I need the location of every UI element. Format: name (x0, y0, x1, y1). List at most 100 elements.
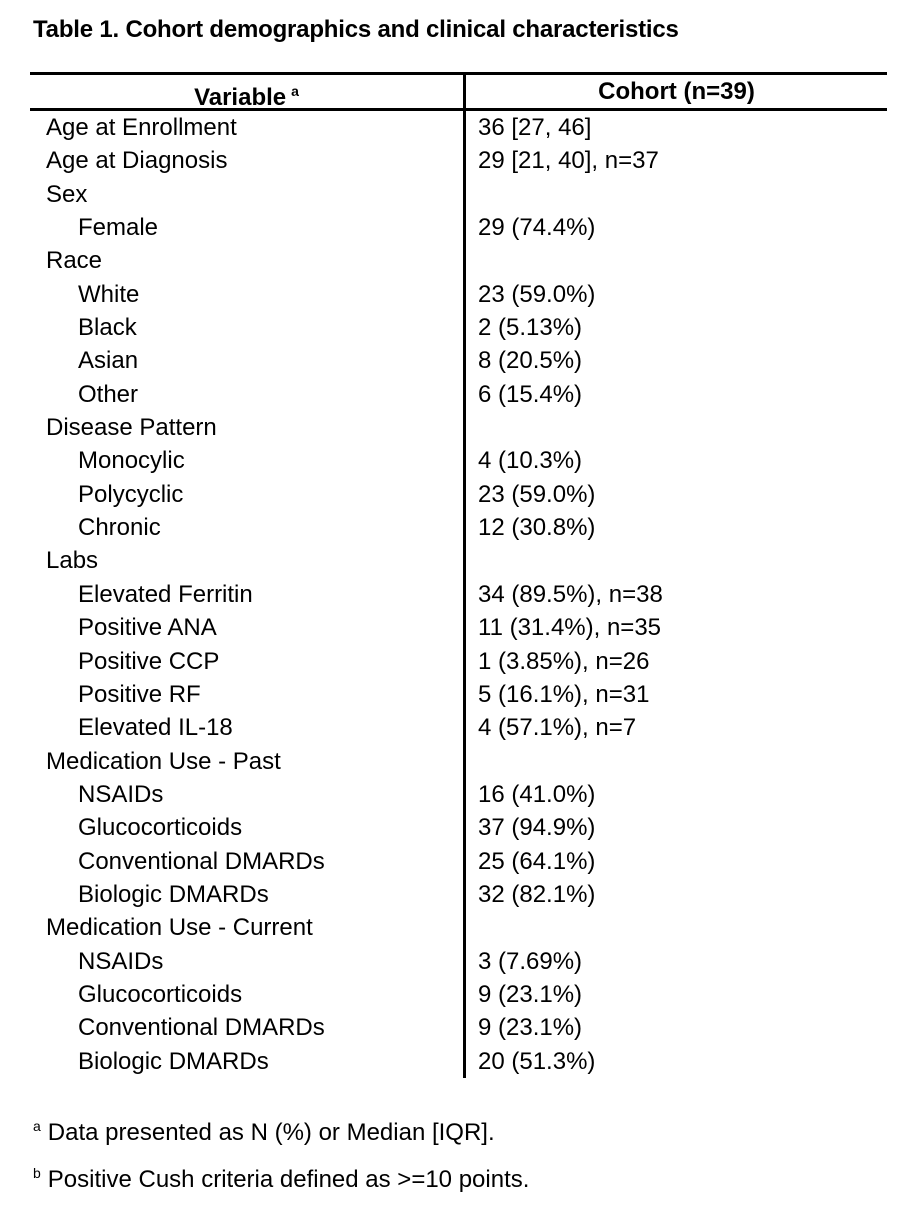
row-cohort-cell: 4 (10.3%) (463, 444, 887, 478)
table-row: Elevated IL-18 4 (57.1%), n=7 (30, 711, 887, 745)
row-cohort-cell: 6 (15.4%) (463, 377, 887, 412)
row-cohort-cell: 12 (30.8%) (463, 511, 887, 545)
row-variable-cell: Positive CCP (30, 645, 463, 678)
row-variable-cell: White (30, 278, 463, 311)
row-cohort-value: 11 (31.4%), n=35 (478, 614, 662, 642)
row-cohort-cell: 37 (94.9%) (463, 811, 887, 845)
table-row: Elevated Ferritin 34 (89.5%), n=38 (30, 577, 887, 612)
row-variable-label: Age at Enrollment (46, 114, 237, 141)
variable-header-label: Variable (194, 84, 287, 111)
table-row: White 23 (59.0%) (30, 277, 887, 312)
table-row: Positive RF 5 (16.1%), n=31 (30, 677, 887, 712)
row-cohort-cell: 16 (41.0%) (463, 777, 887, 812)
table-row: Female 29 (74.4%) (30, 211, 887, 245)
row-cohort-cell: 11 (31.4%), n=35 (463, 611, 887, 645)
row-cohort-value: 23 (59.0%) (478, 280, 596, 308)
row-variable-label: Polycyclic (78, 480, 184, 508)
row-cohort-cell: 9 (23.1%) (463, 977, 887, 1012)
row-cohort-value: 23 (59.0%) (478, 480, 596, 508)
demographics-table: Variable a Cohort (n=39) Age at Enrollmen… (30, 72, 887, 1078)
row-variable-label: Glucocorticoids (78, 814, 243, 842)
table-row: Disease Pattern (30, 411, 887, 445)
table-row: Sex (30, 177, 887, 212)
row-cohort-value: 34 (89.5%), n=38 (478, 580, 663, 608)
row-cohort-cell: 23 (59.0%) (463, 277, 887, 312)
row-cohort-cell: 9 (23.1%) (463, 1011, 887, 1045)
row-variable-cell: Glucocorticoids (30, 978, 463, 1011)
row-cohort-value: 8 (20.5%) (478, 347, 583, 375)
row-variable-cell: Race (30, 244, 463, 277)
row-variable-label: Positive RF (78, 680, 201, 708)
row-variable-cell: Labs (30, 544, 463, 577)
row-variable-cell: Black (30, 311, 463, 344)
row-variable-cell: NSAIDs (30, 778, 463, 811)
row-variable-cell: Elevated IL-18 (30, 711, 463, 744)
footnote-superscript: b (33, 1164, 41, 1181)
footnote: a Data presented as N (%) or Median [IQR]… (33, 1106, 914, 1153)
row-variable-label: Medication Use - Current (46, 914, 313, 942)
table-row: Positive ANA 11 (31.4%), n=35 (30, 611, 887, 645)
row-cohort-value: 1 (3.85%), n=26 (478, 647, 650, 675)
row-variable-label: Positive ANA (78, 614, 217, 642)
row-variable-cell: Chronic (30, 511, 463, 544)
row-cohort-value: 12 (30.8%) (478, 514, 596, 542)
row-cohort-value: 5 (16.1%), n=31 (478, 680, 650, 708)
row-variable-label: Chronic (78, 514, 161, 542)
footnote-text: Positive Cush criteria defined as >=10 p… (47, 1165, 530, 1193)
row-cohort-cell: 25 (64.1%) (463, 844, 887, 878)
row-variable-label: Biologic DMARDs (78, 1047, 269, 1075)
row-cohort-value: 4 (10.3%) (478, 447, 583, 475)
row-variable-label: Asian (78, 347, 139, 375)
table-row: Polycyclic 23 (59.0%) (30, 477, 887, 512)
row-cohort-cell (463, 744, 887, 778)
row-cohort-value: 4 (57.1%), n=7 (478, 714, 637, 742)
row-cohort-cell (463, 244, 887, 278)
row-variable-label: Sex (46, 180, 88, 208)
table-row: NSAIDs 3 (7.69%) (30, 944, 887, 978)
table-row: Biologic DMARDs 32 (82.1%) (30, 877, 887, 912)
table-row: Conventional DMARDs 9 (23.1%) (30, 1011, 887, 1045)
table-row: Black 2 (5.13%) (30, 311, 887, 345)
row-cohort-value: 6 (15.4%) (478, 380, 583, 408)
row-cohort-cell: 8 (20.5%) (463, 344, 887, 378)
row-variable-label: Positive CCP (78, 647, 220, 675)
row-cohort-cell (463, 544, 887, 578)
table-row: Medication Use - Past (30, 744, 887, 778)
table-row: Medication Use - Current (30, 911, 887, 945)
row-cohort-value: 37 (94.9%) (478, 814, 596, 842)
row-variable-cell: Female (30, 211, 463, 244)
table-row: Glucocorticoids 37 (94.9%) (30, 811, 887, 845)
table-row: NSAIDs 16 (41.0%) (30, 777, 887, 812)
row-cohort-value: 29 (74.4%) (478, 214, 596, 242)
row-variable-label: Monocylic (78, 447, 185, 475)
row-cohort-value: 25 (64.1%) (478, 847, 596, 875)
row-variable-label: Medication Use - Past (46, 747, 281, 775)
row-variable-label: Glucocorticoids (78, 980, 243, 1008)
table-row: Race (30, 244, 887, 278)
row-cohort-cell: 2 (5.13%) (463, 311, 887, 345)
footnote-superscript: a (33, 1117, 41, 1134)
variable-header-superscript: a (291, 83, 299, 99)
row-variable-cell: Monocylic (30, 444, 463, 477)
table-row: Glucocorticoids 9 (23.1%) (30, 977, 887, 1012)
row-variable-cell: Medication Use - Past (30, 745, 463, 778)
row-variable-label: NSAIDs (78, 947, 164, 975)
row-cohort-cell: 4 (57.1%), n=7 (463, 711, 887, 745)
footnote: b Positive Cush criteria defined as >=10 … (33, 1153, 914, 1200)
row-variable-label: Conventional DMARDs (78, 847, 325, 875)
row-variable-cell: Biologic DMARDs (30, 1045, 463, 1078)
row-cohort-value: 36 [27, 46] (478, 114, 592, 141)
row-variable-label: Female (78, 214, 159, 242)
row-variable-label: Conventional DMARDs (78, 1014, 325, 1042)
row-cohort-cell: 1 (3.85%), n=26 (463, 644, 887, 678)
row-cohort-cell (463, 177, 887, 212)
row-variable-label: Labs (46, 547, 99, 575)
row-variable-cell: NSAIDs (30, 945, 463, 978)
row-cohort-cell: 23 (59.0%) (463, 477, 887, 512)
row-cohort-cell (463, 911, 887, 945)
table-row: Monocylic 4 (10.3%) (30, 444, 887, 478)
row-cohort-value: 16 (41.0%) (478, 780, 596, 808)
row-cohort-value: 29 [21, 40], n=37 (478, 147, 659, 175)
row-cohort-value: 9 (23.1%) (478, 980, 583, 1008)
